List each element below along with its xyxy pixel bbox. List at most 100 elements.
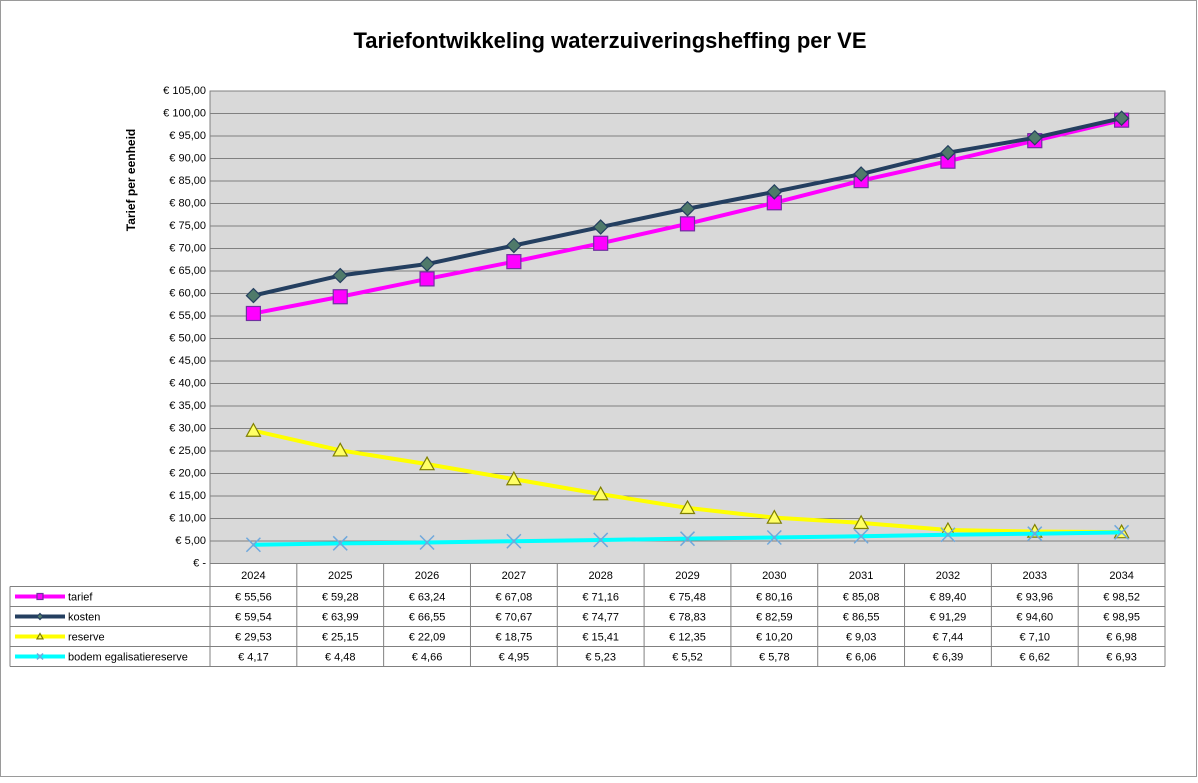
marker [853,166,869,182]
table-cell: € 63,99 [322,611,359,623]
table-cell: € 82,59 [756,611,793,623]
marker [245,305,262,322]
x-tick-label: 2030 [762,570,786,582]
marker [506,254,522,270]
y-tick-label: € 40,00 [169,377,206,389]
y-tick-label: € 100,00 [163,107,206,119]
y-tick-label: € 105,00 [163,85,206,97]
table-cell: € 9,03 [846,631,877,643]
x-tick-label: 2024 [241,570,265,582]
table-cell: € 98,95 [1103,611,1140,623]
table-cell: € 85,08 [843,591,880,603]
x-tick-label: 2034 [1109,570,1133,582]
table-cell: € 7,44 [933,631,964,643]
marker [36,612,44,621]
table-cell: € 6,93 [1106,651,1137,663]
table-cell: € 5,23 [585,651,616,663]
marker [1113,110,1130,127]
x-tick-label: 2025 [328,570,352,582]
marker [419,256,435,272]
marker [332,442,349,457]
table-cell: € 94,60 [1016,611,1053,623]
table-cell: € 4,48 [325,651,356,663]
marker [593,235,609,251]
legend-label: tarief [68,591,93,603]
y-tick-label: € 95,00 [169,130,206,142]
table-cell: € 4,17 [238,651,269,663]
y-tick-label: € 75,00 [169,220,206,232]
y-tick-label: € - [193,557,206,569]
table-cell: € 63,24 [409,591,446,603]
plot-area [209,90,1166,564]
table-cell: € 93,96 [1016,591,1053,603]
table-cell: € 6,39 [933,651,964,663]
y-tick-label: € 15,00 [169,490,206,502]
table-cell: € 67,08 [496,591,533,603]
table-cell: € 4,95 [499,651,530,663]
marker [419,271,435,287]
marker [332,535,348,551]
marker [853,514,870,530]
y-tick-label: € 5,00 [175,535,206,547]
y-tick-label: € 45,00 [169,355,206,367]
marker [506,533,522,549]
marker [35,632,45,640]
table-cell: € 18,75 [496,631,533,643]
marker [245,422,262,437]
table-cell: € 71,16 [582,591,619,603]
y-tick-label: € 50,00 [169,332,206,344]
table-cell: € 6,62 [1019,651,1050,663]
legend-label: bodem egalisatiereserve [68,651,188,663]
table-cell: € 25,15 [322,631,359,643]
y-tick-label: € 70,00 [169,242,206,254]
marker [419,455,436,471]
table-cell: € 5,52 [672,651,703,663]
y-tick-label: € 65,00 [169,265,206,277]
table-cell: € 15,41 [582,631,619,643]
marker [766,509,783,524]
marker [419,534,435,551]
table-cell: € 59,54 [235,611,272,623]
marker [679,531,696,547]
y-tick-label: € 80,00 [169,197,206,209]
legend-label: kosten [68,611,100,623]
x-tick-label: 2033 [1023,570,1047,582]
y-tick-label: € 30,00 [169,422,206,434]
table-cell: € 78,83 [669,611,706,623]
table-cell: € 55,56 [235,591,272,603]
marker [1027,526,1043,542]
marker [36,652,44,661]
legend-label: reserve [68,631,105,643]
y-tick-label: € 35,00 [169,400,206,412]
marker [245,287,262,304]
y-tick-label: € 90,00 [169,152,206,164]
table-cell: € 86,55 [843,611,880,623]
y-tick-label: € 20,00 [169,467,206,479]
table-cell: € 4,66 [412,651,443,663]
y-tick-label: € 10,00 [169,512,206,524]
table-cell: € 6,06 [846,651,877,663]
table-cell: € 89,40 [930,591,967,603]
y-axis-label: Tarief per eenheid [124,129,138,231]
x-tick-label: 2027 [502,570,526,582]
marker [679,216,696,232]
table-cell: € 6,98 [1106,631,1137,643]
marker [592,219,609,235]
y-tick-label: € 85,00 [169,175,206,187]
table-cell: € 75,48 [669,591,706,603]
marker [853,528,869,544]
table-cell: € 91,29 [930,611,967,623]
marker [679,200,696,217]
marker [245,537,261,553]
marker [679,499,696,515]
table-cell: € 80,16 [756,591,793,603]
table-cell: € 74,77 [582,611,619,623]
table-cell: € 98,52 [1103,591,1140,603]
marker [332,267,349,284]
marker [505,470,522,486]
chart-title: Tariefontwikkeling waterzuiveringsheffin… [353,28,866,53]
marker [1114,524,1130,540]
table-cell: € 66,55 [409,611,446,623]
table-cell: € 59,28 [322,591,359,603]
